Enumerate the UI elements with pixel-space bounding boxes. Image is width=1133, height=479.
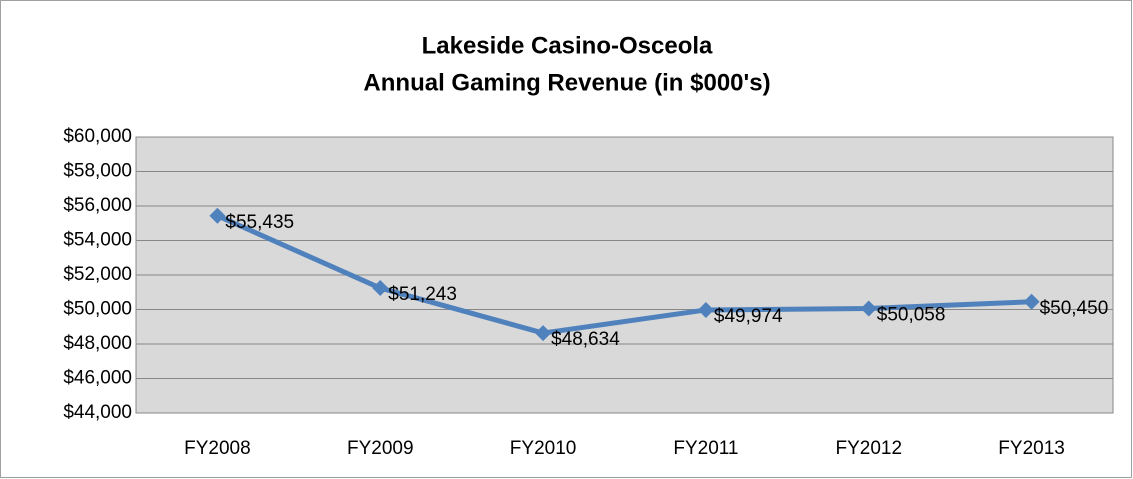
y-tick-label: $60,000 — [63, 126, 132, 147]
data-label: $51,243 — [388, 284, 457, 305]
data-label: $50,058 — [877, 305, 946, 326]
x-tick-label: FY2009 — [347, 438, 414, 459]
data-label: $48,634 — [551, 329, 620, 350]
marker — [1023, 293, 1040, 310]
chart-subtitle: Annual Gaming Revenue (in $000's) — [363, 69, 770, 96]
data-label: $49,974 — [714, 306, 783, 327]
y-tick-label: $52,000 — [63, 264, 132, 285]
marker — [697, 301, 714, 318]
y-tick-label: $58,000 — [63, 161, 132, 182]
y-tick-label: $54,000 — [63, 230, 132, 251]
x-tick-label: FY2008 — [184, 438, 251, 459]
y-tick-label: $56,000 — [63, 195, 132, 216]
y-tick-label: $44,000 — [63, 402, 132, 423]
x-tick-label: FY2010 — [510, 438, 577, 459]
x-tick-label: FY2012 — [835, 438, 902, 459]
chart-title: Lakeside Casino-Osceola — [422, 32, 713, 59]
y-tick-label: $50,000 — [63, 299, 132, 320]
y-tick-label: $46,000 — [63, 368, 132, 389]
marker — [860, 300, 877, 317]
y-tick-label: $48,000 — [63, 333, 132, 354]
marker — [535, 325, 552, 342]
x-tick-label: FY2011 — [673, 438, 738, 459]
series-line — [216, 213, 1032, 336]
data-label: $50,450 — [1040, 298, 1109, 319]
marker — [372, 280, 389, 297]
marker — [209, 207, 226, 224]
x-tick-label: FY2013 — [998, 438, 1065, 459]
data-label: $55,435 — [225, 212, 294, 233]
